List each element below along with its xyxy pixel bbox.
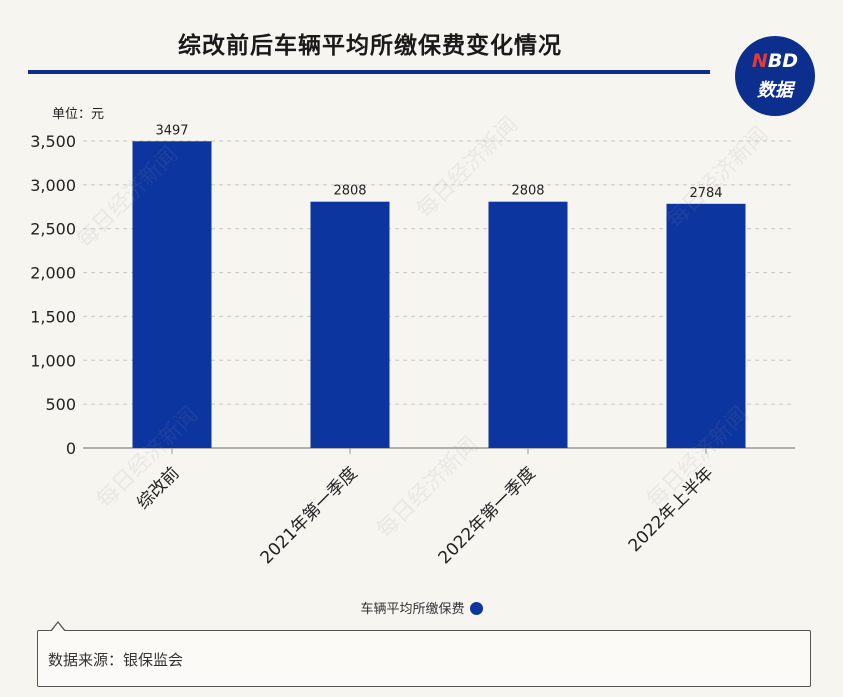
y-tick-label: 500	[45, 395, 76, 414]
x-tick-label: 2021年第一季度	[257, 463, 362, 568]
y-tick-label: 0	[66, 439, 76, 458]
data-label: 3497	[155, 123, 188, 138]
y-tick-label: 2,000	[30, 264, 76, 283]
source-box: 数据来源：银保监会	[37, 621, 811, 687]
y-tick-label: 3,000	[30, 176, 76, 195]
nbd-logo: NBD 数据	[735, 36, 815, 116]
y-tick-label: 1,000	[30, 351, 76, 370]
x-tick-label: 综改前	[133, 463, 183, 513]
source-text: 数据来源：银保监会	[48, 651, 184, 669]
legend-label: 车辆平均所缴保费	[360, 602, 465, 617]
legend-swatch	[469, 602, 483, 615]
bar	[132, 141, 212, 449]
chart-title: 综改前后车辆平均所缴保费变化情况	[178, 33, 562, 59]
x-tick-label: 2022年上半年	[625, 463, 718, 556]
legend: 车辆平均所缴保费	[0, 598, 843, 617]
data-label: 2784	[689, 186, 722, 201]
y-tick-label: 3,500	[30, 132, 76, 151]
x-tick-label: 2022年第一季度	[435, 463, 540, 568]
y-unit-label: 单位：元	[52, 107, 104, 122]
bar	[666, 203, 746, 448]
y-tick-label: 2,500	[30, 220, 76, 239]
bar	[310, 201, 390, 448]
title-underline	[28, 70, 710, 74]
y-tick-label: 1,500	[30, 307, 76, 326]
data-label: 2808	[333, 184, 366, 199]
bar-chart: 单位：元 0 500 1,000 1,500 2,000 2,500 3,000 3,500 34…	[30, 107, 795, 568]
logo-text-data: 数据	[757, 80, 793, 101]
logo-text-nbd: NBD	[751, 50, 799, 72]
bar	[488, 201, 568, 448]
data-label: 2808	[511, 184, 544, 199]
